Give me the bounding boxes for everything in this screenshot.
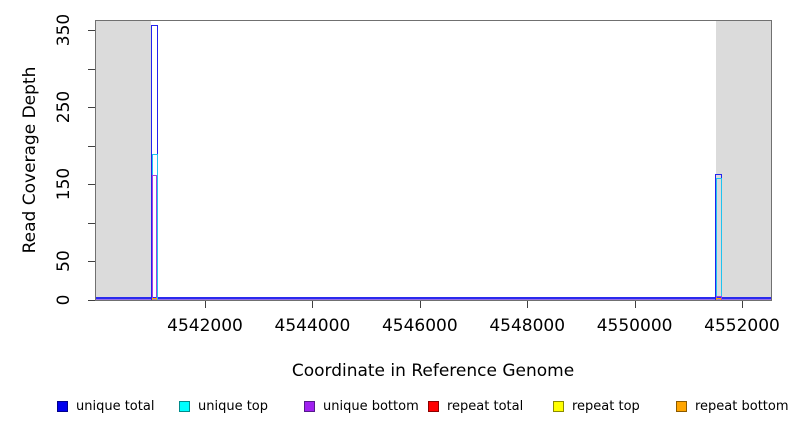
y-tick <box>88 222 95 224</box>
y-tick <box>88 30 95 32</box>
shaded-region <box>715 21 771 300</box>
legend-label: unique total <box>76 399 155 414</box>
legend-label: unique bottom <box>323 399 419 414</box>
x-tick-label: 4544000 <box>274 316 351 336</box>
x-tick <box>634 301 636 308</box>
y-tick-label: 250 <box>54 91 74 124</box>
y-tick-label: 150 <box>54 168 74 201</box>
legend-swatch <box>676 401 687 412</box>
y-tick-label: 0 <box>54 294 74 306</box>
legend-label: unique top <box>198 399 269 414</box>
legend-swatch <box>428 401 439 412</box>
coverage-spike-unique-top <box>715 178 722 300</box>
legend-swatch <box>553 401 564 412</box>
x-tick <box>742 301 743 308</box>
y-axis-title: Read Coverage Depth <box>20 66 40 254</box>
x-tick <box>527 301 529 308</box>
coverage-spike-unique-bottom <box>152 175 158 300</box>
legend-swatch <box>304 401 315 412</box>
x-tick-label: 4548000 <box>489 316 566 336</box>
legend-label: repeat top <box>572 399 640 414</box>
y-tick-label: 50 <box>54 250 74 273</box>
x-tick <box>419 301 421 308</box>
plot-area: 4542000 4544000 4546000 4548000 4550000 45520… <box>54 14 780 336</box>
shaded-region <box>96 21 152 300</box>
y-tick-label: 350 <box>54 14 74 47</box>
y-tick <box>88 145 95 147</box>
legend: unique total unique top unique bottom repea… <box>0 397 792 419</box>
x-tick-label: 4546000 <box>381 316 458 336</box>
x-tick-label: 4550000 <box>596 316 673 336</box>
legend-swatch <box>57 401 68 412</box>
y-tick <box>88 68 95 70</box>
coverage-spike-repeat-bottom <box>152 297 158 300</box>
x-tick <box>205 301 206 308</box>
coverage-spike-repeat-bottom <box>716 297 722 300</box>
x-axis-title: Coordinate in Reference Genome <box>291 361 575 381</box>
y-tick <box>88 107 95 109</box>
x-tick <box>312 301 314 308</box>
y-tick <box>88 184 95 186</box>
coverage-spike-unique-total <box>151 24 159 300</box>
y-tick <box>88 300 95 301</box>
coverage-spike-unique-total <box>715 174 723 300</box>
legend-swatch <box>179 401 190 412</box>
legend-label: repeat total <box>447 399 524 414</box>
legend-label: repeat bottom <box>695 399 789 414</box>
x-tick-label: 4552000 <box>704 316 780 336</box>
x-tick-label: 4542000 <box>167 316 243 336</box>
y-tick <box>88 261 95 263</box>
baseline-line <box>96 298 771 300</box>
baseline-line <box>96 297 771 299</box>
